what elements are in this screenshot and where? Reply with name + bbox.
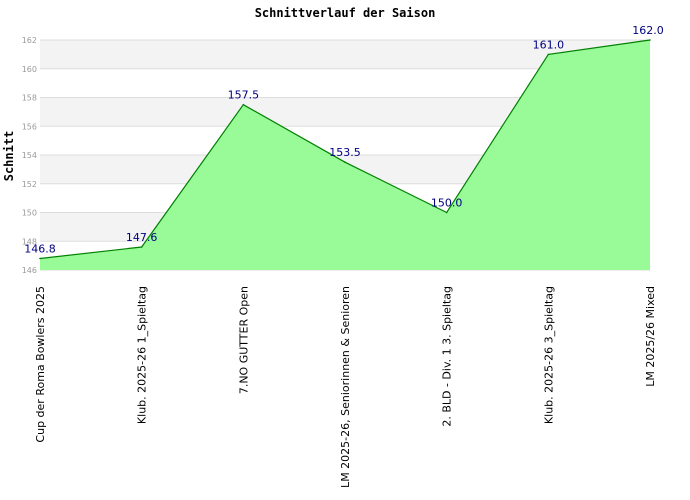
- area-layer: [39, 39, 651, 270]
- data-point-0: [39, 257, 41, 260]
- x-tick-label-5: Klub. 2025-26 3_Spieltag: [542, 286, 555, 424]
- data-label-3: 153.5: [329, 146, 361, 159]
- data-label-0: 146.8: [24, 243, 56, 256]
- x-tick-label-0: Cup der Roma Bowlers 2025: [34, 286, 47, 443]
- data-point-6: [649, 39, 651, 41]
- y-tick-label-4: 154: [22, 151, 37, 160]
- area-fill: [40, 40, 650, 270]
- y-tick-label-5: 156: [22, 122, 37, 131]
- y-tick-label-2: 150: [22, 209, 37, 218]
- chart-title: Schnittverlauf der Saison: [255, 6, 436, 20]
- data-label-1: 147.6: [126, 231, 158, 244]
- x-tick-label-6: LM 2025/26 Mixed: [644, 286, 657, 387]
- x-tick-label-1: Klub. 2025-26 1_Spieltag: [136, 286, 149, 424]
- y-tick-label-1: 148: [22, 237, 37, 246]
- data-label-2: 157.5: [228, 89, 260, 102]
- y-tick-label-7: 160: [22, 65, 37, 74]
- data-point-2: [242, 103, 245, 106]
- data-label-5: 161.0: [533, 38, 565, 51]
- y-tick-label-6: 158: [22, 94, 37, 103]
- x-tick-label-3: LM 2025-26, Seniorinnen & Senioren: [339, 286, 352, 488]
- data-point-3: [344, 161, 346, 163]
- x-tick-label-2: 7.NO GUTTER Open: [237, 286, 250, 394]
- y-axis-label: Schnitt: [2, 131, 16, 182]
- data-label-6: 162.0: [632, 24, 664, 37]
- x-tick-label-4: 2. BLD - Div. 1 3. Spieltag: [441, 286, 454, 427]
- data-point-4: [445, 211, 448, 214]
- y-tick-label-0: 146: [22, 266, 37, 275]
- data-point-1: [140, 246, 143, 248]
- data-point-5: [547, 53, 550, 56]
- data-labels: 146.8 147.6 157.5 153.5 150.0 161.0 162.0: [24, 24, 664, 256]
- data-label-4: 150.0: [431, 197, 463, 210]
- y-tick-label-8: 162: [22, 36, 37, 45]
- y-tick-label-3: 152: [22, 180, 37, 189]
- x-axis-ticks: Cup der Roma Bowlers 2025 Klub. 2025-26 1…: [34, 286, 657, 488]
- y-axis-ticks: 146 148 150 152 154 156 158 160 162: [22, 36, 37, 275]
